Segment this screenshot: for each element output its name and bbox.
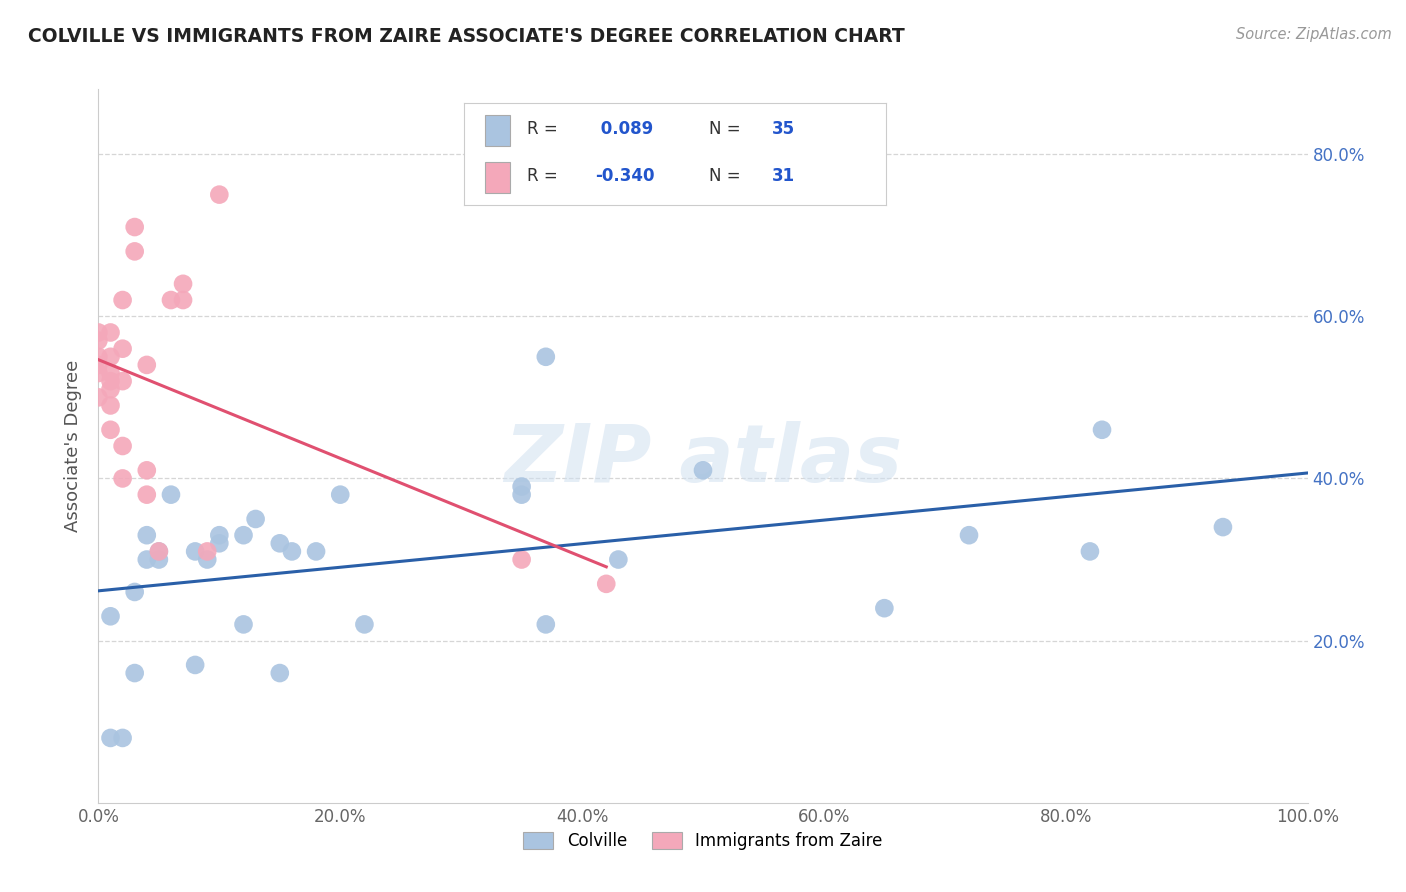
Point [124, 585, 146, 599]
Point [111, 342, 134, 356]
Text: N =: N = [709, 168, 745, 186]
Point [100, 382, 122, 396]
Point [1212, 520, 1234, 534]
Text: 31: 31 [772, 168, 794, 186]
Point [100, 731, 122, 745]
Point [184, 544, 207, 558]
Point [208, 187, 231, 202]
Point [160, 293, 183, 307]
Text: 35: 35 [772, 120, 794, 138]
Point [135, 488, 157, 502]
Point [534, 617, 557, 632]
Point [111, 731, 134, 745]
Point [148, 552, 170, 566]
FancyBboxPatch shape [485, 162, 510, 193]
Point [534, 350, 557, 364]
Point [160, 488, 183, 502]
Point [111, 471, 134, 485]
Point [245, 512, 267, 526]
Point [100, 366, 122, 380]
Text: R =: R = [527, 120, 564, 138]
Text: N =: N = [709, 120, 745, 138]
Text: Source: ZipAtlas.com: Source: ZipAtlas.com [1236, 27, 1392, 42]
Point [232, 617, 254, 632]
Point [692, 463, 714, 477]
Point [1078, 544, 1101, 558]
Point [329, 488, 352, 502]
Point [184, 657, 207, 672]
FancyBboxPatch shape [485, 115, 510, 145]
Legend: Colville, Immigrants from Zaire: Colville, Immigrants from Zaire [515, 824, 891, 859]
Point [510, 552, 533, 566]
Point [195, 552, 218, 566]
Point [172, 293, 194, 307]
Point [208, 536, 231, 550]
Point [100, 399, 122, 413]
Point [100, 350, 122, 364]
Point [510, 479, 533, 493]
Point [100, 326, 122, 340]
Point [100, 374, 122, 388]
Point [1091, 423, 1114, 437]
Point [124, 244, 146, 259]
Point [87, 366, 110, 380]
Point [607, 552, 630, 566]
Point [87, 350, 110, 364]
Point [148, 544, 170, 558]
Point [873, 601, 896, 615]
Point [124, 220, 146, 235]
Y-axis label: Associate's Degree: Associate's Degree [65, 359, 83, 533]
Point [135, 528, 157, 542]
Point [232, 528, 254, 542]
Point [135, 463, 157, 477]
Point [111, 439, 134, 453]
Point [195, 544, 218, 558]
Text: ZIP atlas: ZIP atlas [503, 421, 903, 500]
Point [87, 390, 110, 404]
Point [305, 544, 328, 558]
Text: R =: R = [527, 168, 564, 186]
Text: 0.089: 0.089 [595, 120, 652, 138]
Point [100, 609, 122, 624]
Point [124, 666, 146, 681]
Point [87, 326, 110, 340]
Text: -0.340: -0.340 [595, 168, 654, 186]
Point [135, 358, 157, 372]
Point [269, 666, 291, 681]
Point [353, 617, 375, 632]
Point [111, 293, 134, 307]
Point [172, 277, 194, 291]
Point [281, 544, 304, 558]
Point [208, 528, 231, 542]
Text: COLVILLE VS IMMIGRANTS FROM ZAIRE ASSOCIATE'S DEGREE CORRELATION CHART: COLVILLE VS IMMIGRANTS FROM ZAIRE ASSOCI… [28, 27, 905, 45]
Point [100, 423, 122, 437]
Point [135, 552, 157, 566]
Point [87, 358, 110, 372]
Point [111, 374, 134, 388]
Point [595, 577, 617, 591]
Point [957, 528, 980, 542]
Point [148, 544, 170, 558]
Point [269, 536, 291, 550]
Point [87, 334, 110, 348]
Point [510, 488, 533, 502]
